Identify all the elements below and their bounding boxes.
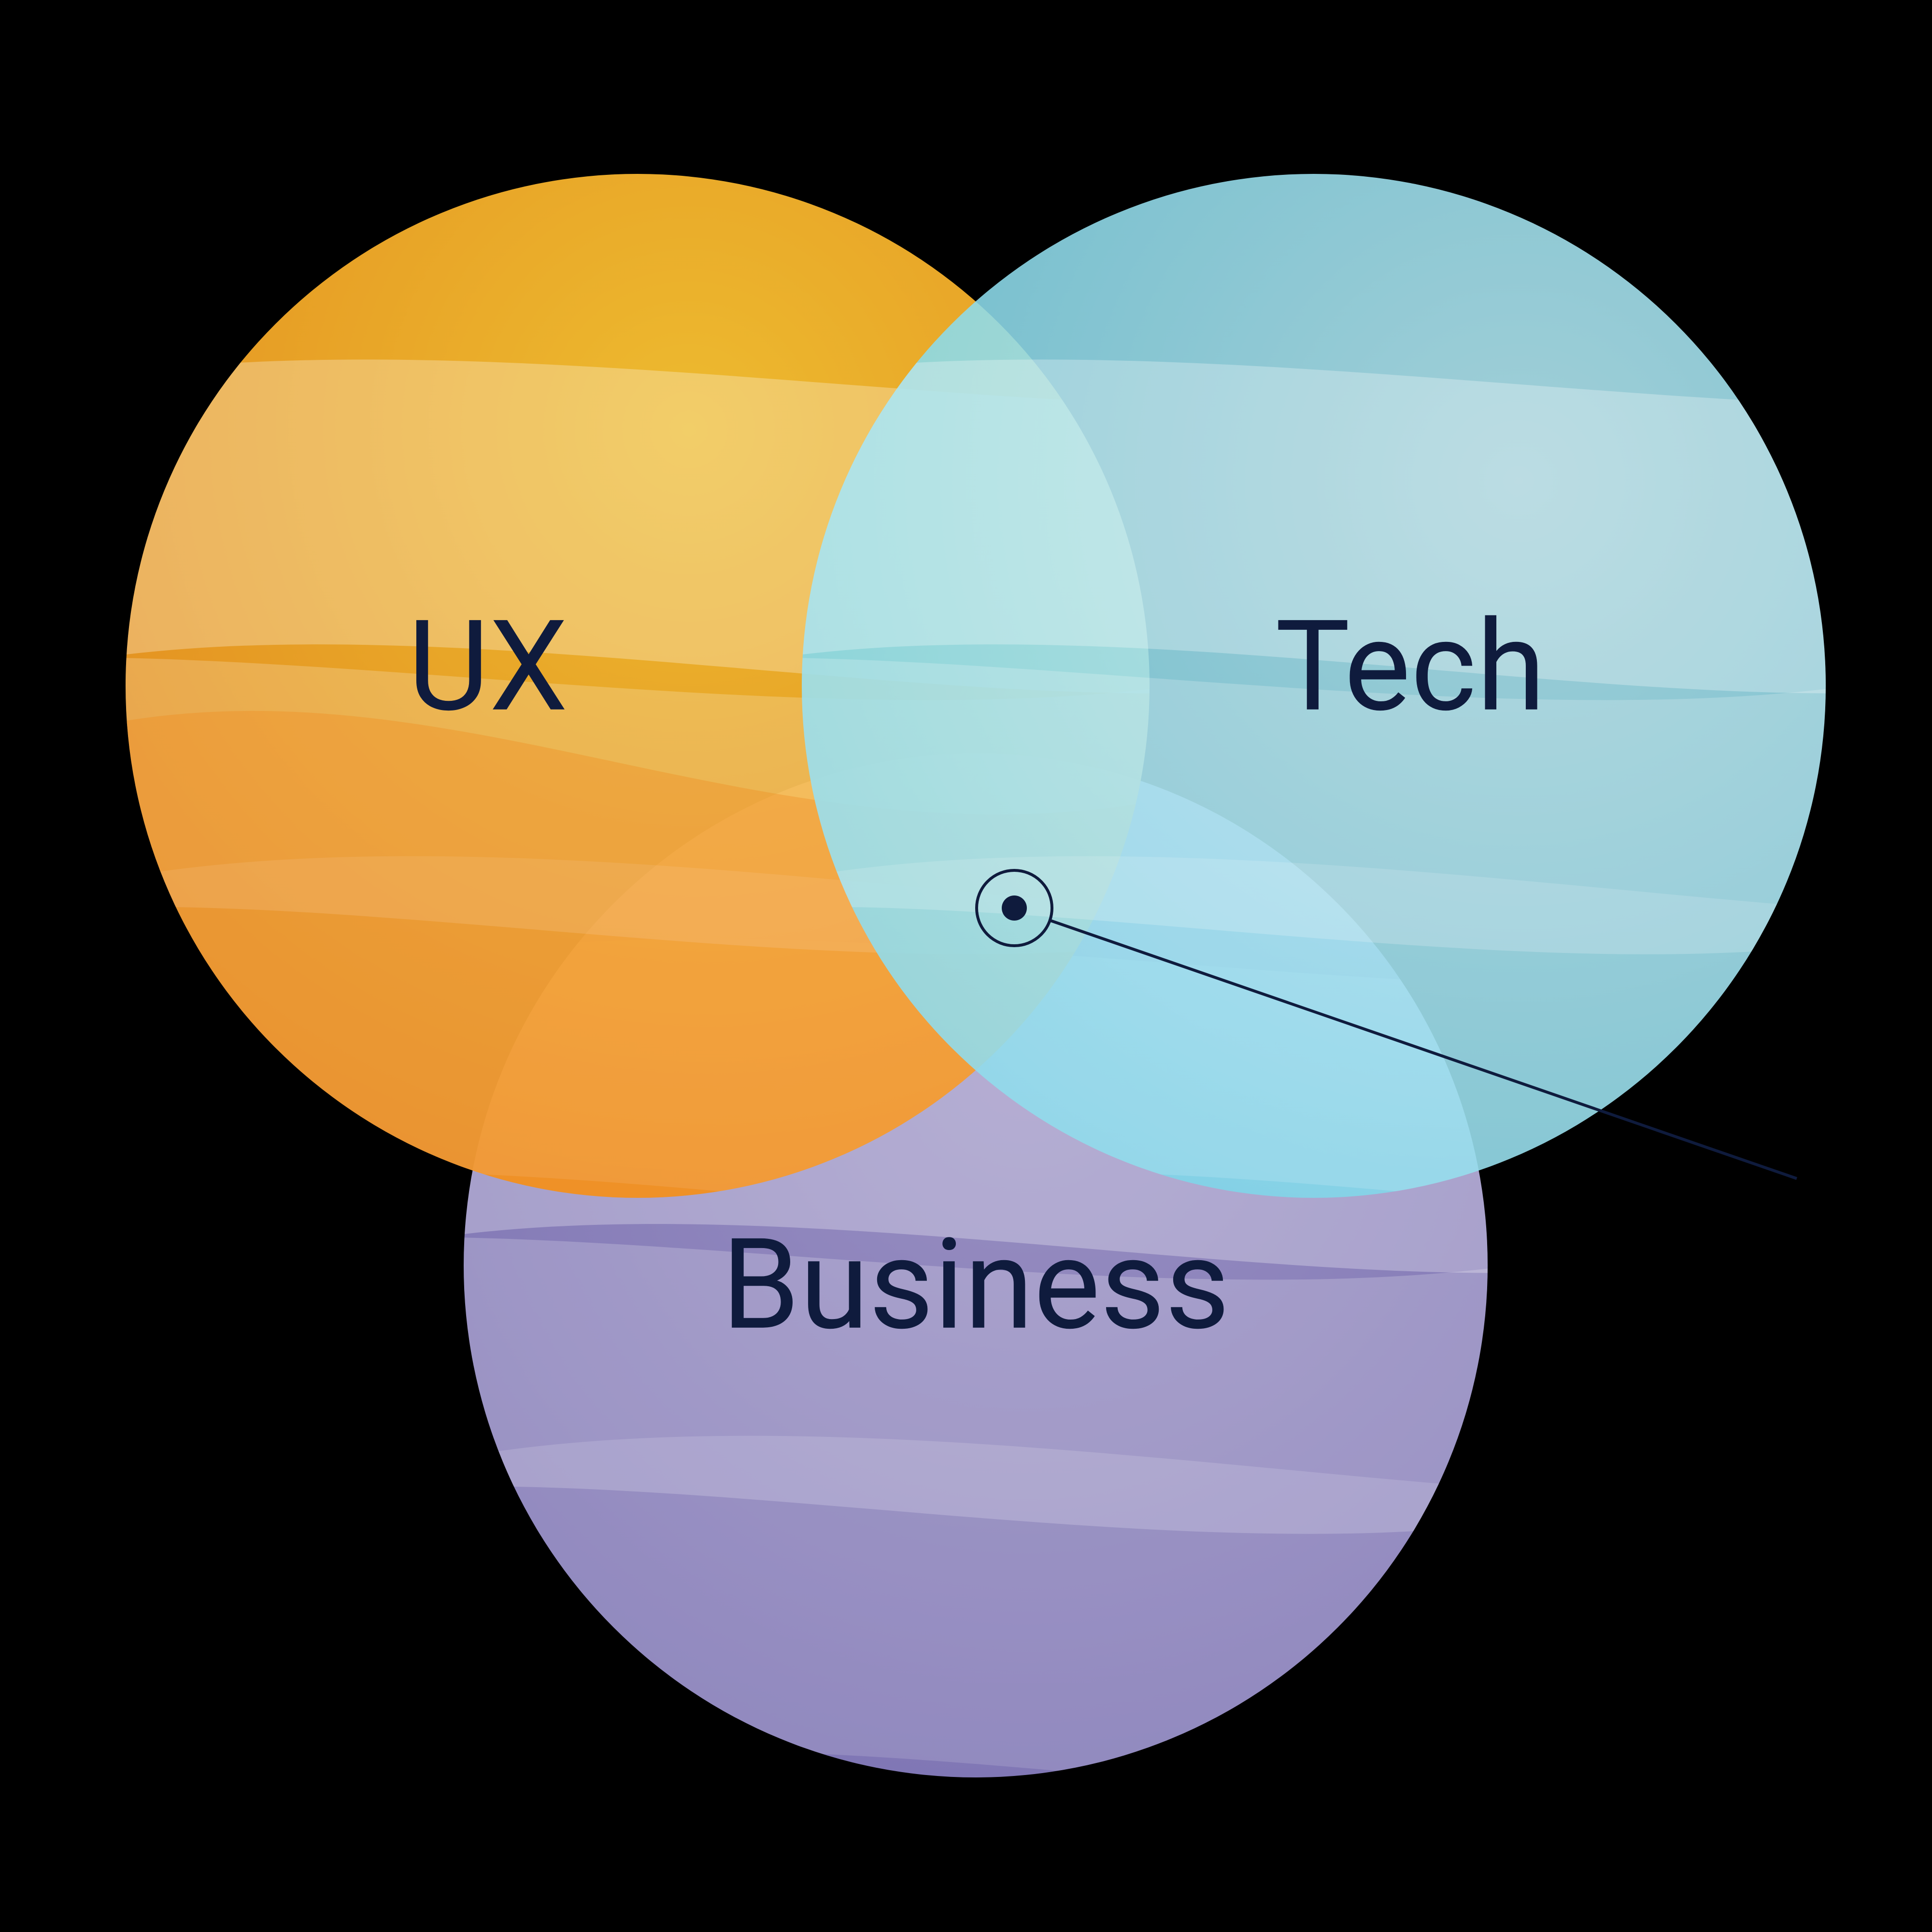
venn-diagram: UX Tech Business xyxy=(0,0,1932,1932)
tech-label: Tech xyxy=(1275,594,1546,740)
business-label: Business xyxy=(722,1212,1230,1359)
ux-label: UX xyxy=(408,594,568,740)
